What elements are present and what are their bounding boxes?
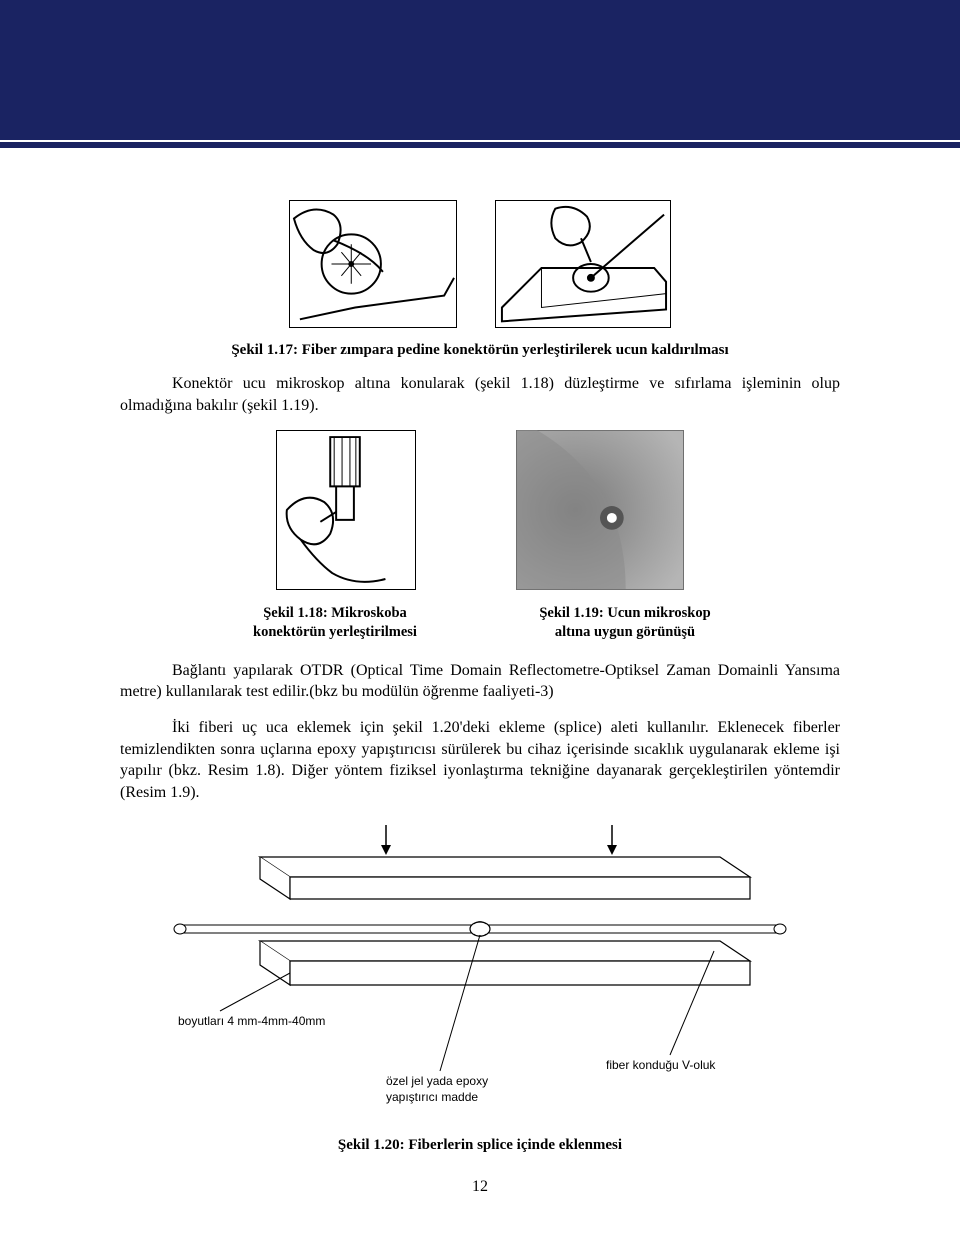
fig118-caption: Şekil 1.18: Mikroskoba konektörün yerleş…	[225, 604, 445, 642]
header-band	[0, 0, 960, 142]
fig120-label-dims: boyutları 4 mm-4mm-40mm	[178, 1014, 325, 1028]
fig120-label-epoxy-l2: yapıştırıcı madde	[386, 1090, 478, 1104]
page-number: 12	[120, 1178, 840, 1196]
fig118-119-captions: Şekil 1.18: Mikroskoba konektörün yerleş…	[120, 604, 840, 642]
page-content: Şekil 1.17: Fiber zımpara pedine konektö…	[0, 142, 960, 1236]
para-3: İki fiberi uç uca eklemek için şekil 1.2…	[120, 717, 840, 803]
fig118-119-row	[120, 430, 840, 590]
fig118-image	[276, 430, 416, 590]
fig119-caption-l1: Şekil 1.19: Ucun mikroskop	[539, 605, 710, 621]
fig117-caption: Şekil 1.17: Fiber zımpara pedine konektö…	[120, 342, 840, 359]
fig120-label-epoxy-l1: özel jel yada epoxy	[386, 1074, 488, 1088]
fig117-image-right	[495, 200, 671, 328]
fig120-svg: boyutları 4 mm-4mm-40mm özel jel yada ep…	[160, 825, 800, 1125]
fig119-caption-l2: altına uygun görünüşü	[555, 624, 695, 640]
fig120-label-vgroove: fiber konduğu V-oluk	[606, 1058, 716, 1072]
fig119-image	[516, 430, 684, 590]
fig120-caption: Şekil 1.20: Fiberlerin splice içinde ekl…	[120, 1137, 840, 1154]
fig119-caption: Şekil 1.19: Ucun mikroskop altına uygun …	[515, 604, 735, 642]
fig118-caption-l2: konektörün yerleştirilmesi	[253, 624, 417, 640]
para-2: Bağlantı yapılarak OTDR (Optical Time Do…	[120, 660, 840, 703]
fig117-image-left	[289, 200, 457, 328]
para-1: Konektör ucu mikroskop altına konularak …	[120, 373, 840, 416]
fig118-caption-l1: Şekil 1.18: Mikroskoba	[263, 605, 407, 621]
fig120-wrap: boyutları 4 mm-4mm-40mm özel jel yada ep…	[120, 825, 840, 1125]
fig117-row	[120, 200, 840, 328]
